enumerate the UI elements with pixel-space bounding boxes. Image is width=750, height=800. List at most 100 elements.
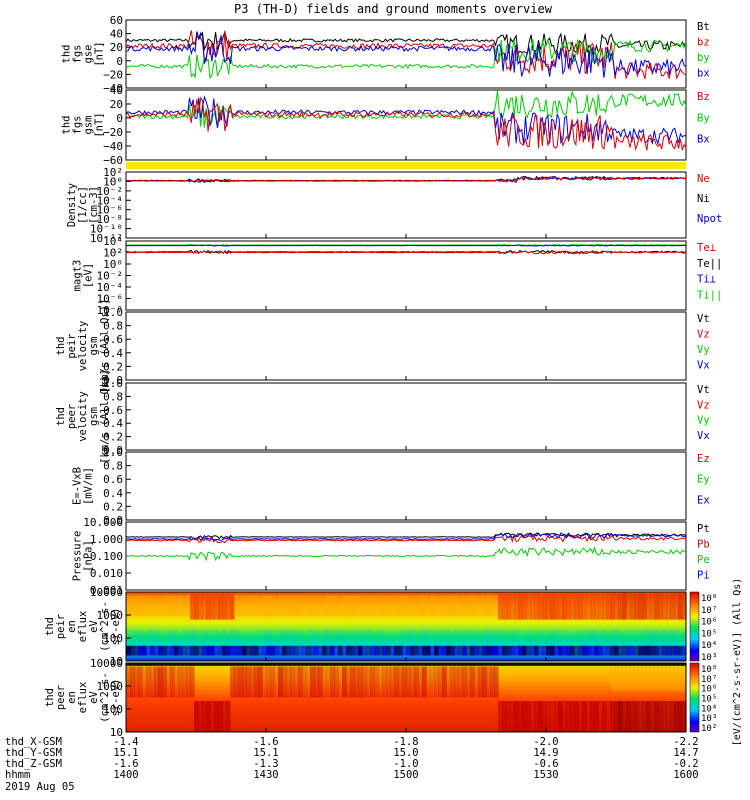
spectrogram-cell	[502, 645, 507, 656]
trace-Te-perp	[125, 250, 687, 255]
y-axis-label: [km/s (All Qs)]	[99, 369, 111, 464]
legend-density-2: Npot	[697, 213, 722, 225]
spectrogram-cell	[314, 666, 319, 698]
y-axis-label: [1/cc]	[77, 186, 89, 224]
spectrogram-cell	[534, 630, 539, 644]
spectrogram-cell	[470, 645, 475, 656]
spectrogram-cell	[182, 645, 187, 656]
y-tick-label: 1.000	[90, 533, 123, 546]
spectrogram-cell	[418, 630, 423, 644]
spectrogram-cell	[294, 666, 299, 698]
spectrogram-cell	[346, 663, 351, 666]
spectrogram-cell	[574, 593, 579, 620]
legend-temperature-1: Te||	[697, 258, 722, 270]
spectrogram-cell	[282, 595, 287, 617]
y-axis-label: fgs	[72, 116, 84, 135]
spectrogram-cell	[158, 595, 163, 617]
spectrogram-cell	[434, 663, 439, 666]
spectrogram-cell	[654, 630, 659, 644]
spectrogram-cell	[682, 630, 687, 644]
spectrogram-cell	[198, 593, 203, 620]
spectrogram-cell	[642, 701, 647, 733]
y-tick-label: 1.0	[103, 306, 123, 319]
spectrogram-cell	[174, 595, 179, 617]
y-tick-label: 10²	[103, 166, 123, 179]
panel-peer-velocity: 1.00.80.60.40.20.0	[103, 377, 687, 457]
spectrogram-cell	[294, 645, 299, 656]
spectrogram-cell	[162, 595, 167, 617]
spectrogram-cell	[554, 663, 559, 666]
spectrogram-cell	[130, 663, 135, 666]
legend-fgs-gsm-1: By	[697, 112, 710, 124]
x-row-value: -0.2	[673, 758, 698, 770]
spectrogram-cell	[382, 630, 387, 644]
spectrogram-cell	[174, 645, 179, 656]
spectrogram-cell	[506, 645, 511, 656]
spectrogram-cell	[522, 645, 527, 656]
spectrogram-cell	[246, 595, 251, 617]
spectrogram-cell	[142, 645, 147, 656]
spectrogram-cell	[578, 645, 583, 656]
spectrogram-cell	[246, 630, 251, 644]
spectrogram-cell	[630, 593, 635, 620]
spectrogram-cell	[502, 593, 507, 620]
spectrogram-cell	[662, 645, 667, 656]
spectrogram-cell	[578, 701, 583, 733]
spectrogram-cell	[218, 630, 223, 644]
y-axis-label: gsm	[83, 116, 95, 135]
spectrogram-cell	[138, 645, 143, 656]
panel-frame	[125, 451, 687, 521]
spectrogram-cell	[350, 663, 355, 666]
spectrogram-cell	[330, 663, 335, 666]
spectrogram-cell	[638, 630, 643, 644]
y-tick-label: 1.0	[103, 446, 123, 459]
spectrogram-cell	[298, 666, 303, 698]
spectrogram-cell	[310, 630, 315, 644]
spectrogram-cell	[430, 666, 435, 698]
trace-Bx	[125, 95, 687, 146]
spectrogram-cell	[594, 645, 599, 656]
spectrogram-cell	[666, 666, 671, 691]
spectrogram-cell	[274, 663, 279, 666]
spectrogram-cell	[266, 666, 271, 698]
spectrogram-cell	[230, 663, 235, 666]
y-axis-label: eV	[88, 691, 100, 704]
y-tick-label: 10	[110, 726, 123, 739]
spectrogram-cell	[458, 595, 463, 617]
spectrogram-cell	[546, 663, 551, 666]
legend-density-1: Ni	[697, 193, 710, 205]
spectrogram-cell	[642, 666, 647, 691]
spectrogram-cell	[622, 663, 627, 666]
spectrogram-cell	[454, 595, 459, 617]
y-axis-label: Pressure	[72, 531, 84, 582]
spectrogram-cell	[282, 666, 287, 698]
y-tick-label: 10⁻¹²	[90, 232, 123, 245]
spectrogram-cell	[378, 663, 383, 666]
spectrogram-cell	[510, 645, 515, 656]
spectrogram-cell	[478, 645, 483, 656]
spectrogram-cell	[130, 645, 135, 656]
spectrogram-cell	[158, 645, 163, 656]
spectrogram-cell	[394, 666, 399, 698]
panel-frame	[125, 382, 687, 451]
spectrogram-cell	[242, 663, 247, 666]
colorbar-tick-label: 10⁵	[701, 629, 717, 639]
spectrogram-cell	[482, 630, 487, 644]
spectrogram-cell	[326, 645, 331, 656]
spectrogram-cell	[326, 630, 331, 644]
spectrogram-cell	[426, 595, 431, 617]
y-tick-label: 0.4	[103, 347, 123, 360]
spectrogram-cell	[590, 663, 595, 666]
spectrogram-cell	[258, 663, 263, 666]
trace-bz	[125, 30, 687, 80]
spectrogram-cell	[682, 666, 687, 691]
spectrogram-cell	[678, 663, 683, 666]
spectrogram-cell	[634, 663, 639, 666]
y-tick-label: 20	[110, 98, 123, 111]
y-tick-label: 1000	[97, 680, 124, 693]
spectrogram-cell	[490, 595, 495, 617]
y-tick-label: 0.0	[103, 444, 123, 457]
spectrogram-cell	[642, 630, 647, 644]
legend-peer-velocity-0: Vt	[697, 384, 710, 396]
x-row-value: 1430	[253, 769, 278, 781]
